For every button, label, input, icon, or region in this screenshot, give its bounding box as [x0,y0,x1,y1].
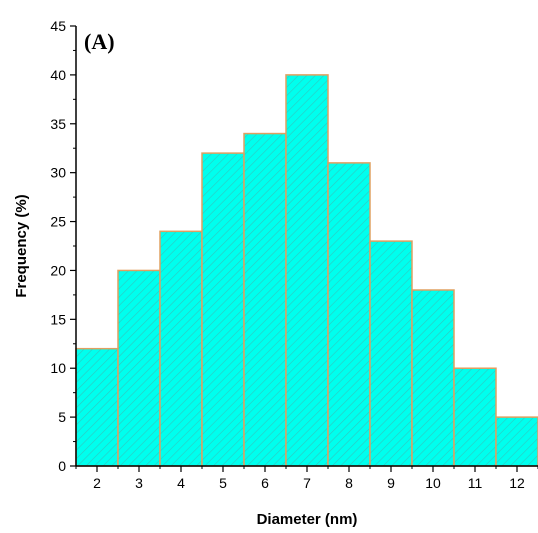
bar-2 [75,347,119,467]
y-tick-label: 0 [58,458,66,474]
y-tick-label: 10 [50,360,66,376]
y-tick-label: 5 [58,409,66,425]
x-ticks-group: 2 3 4 5 6 7 8 9 10 11 12 [75,466,538,491]
x-tick-label: 5 [219,475,227,491]
x-tick-label: 2 [93,475,101,491]
bar-8 [327,162,371,467]
y-axis-title: Frequency (%) [13,194,30,297]
bar-7 [285,74,329,467]
bar-10 [411,289,455,467]
x-tick-label: 6 [261,475,269,491]
y-tick-label: 15 [50,311,66,327]
y-tick-label: 30 [50,165,66,181]
y-tick-label: 40 [50,67,66,83]
bar-11 [453,367,497,467]
x-axis-title: Diameter (nm) [257,511,358,528]
x-tick-label: 11 [468,475,483,491]
x-tick-label: 3 [135,475,143,491]
y-tick-label: 25 [50,214,66,230]
y-tick-label: 45 [50,18,66,34]
bars-group [75,74,538,467]
y-tick-label: 20 [50,262,66,278]
bar-9 [369,240,413,467]
y-ticks-group: 0 5 10 15 20 25 30 35 40 45 [50,18,76,474]
x-tick-label: 9 [387,475,395,491]
panel-label: (A) [84,29,115,54]
x-tick-label: 8 [345,475,353,491]
bar-5 [201,152,245,467]
x-tick-label: 4 [177,475,185,491]
x-tick-label: 10 [425,475,441,491]
bar-3 [117,269,161,467]
x-tick-label: 12 [509,475,525,491]
x-tick-label: 7 [303,475,311,491]
y-tick-label: 35 [50,116,66,132]
bar-6 [243,132,287,467]
bar-4 [159,230,203,467]
bar-12 [495,416,538,467]
